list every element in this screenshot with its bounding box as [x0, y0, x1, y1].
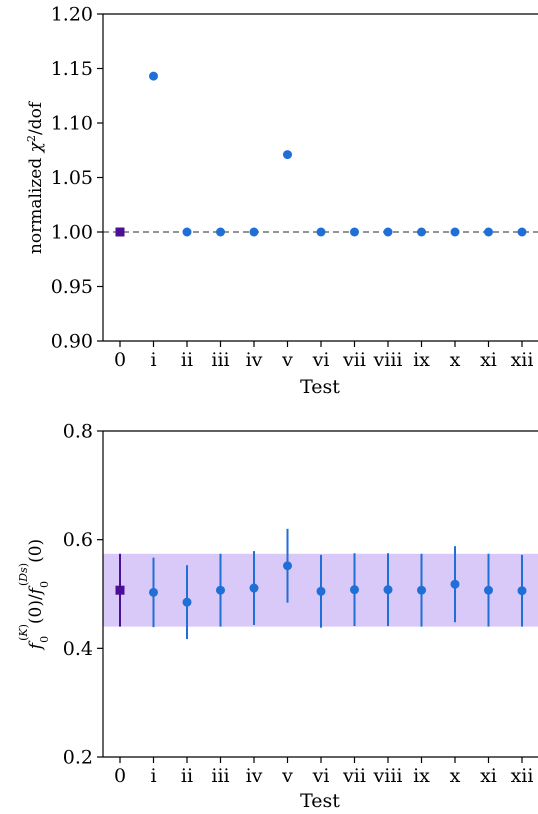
x-tick-label: viii: [373, 349, 403, 371]
data-point: [216, 227, 225, 237]
x-axis-label: Test: [300, 376, 340, 398]
data-point: [417, 585, 426, 595]
data-point: [249, 583, 259, 593]
data-point: [316, 227, 326, 237]
data-point: [182, 597, 192, 607]
x-tick-label: vii: [342, 765, 366, 787]
x-tick-label: iii: [211, 765, 229, 787]
x-tick-label: xi: [480, 349, 497, 371]
x-tick-label: 0: [114, 765, 126, 787]
ratio-axes: 0.20.40.60.80 i ii iii iv v vi vii viii ix x xi xii: [63, 421, 538, 787]
data-point: [283, 561, 292, 571]
x-tick-label: ix: [413, 349, 430, 371]
ratio-data-layer: [103, 528, 538, 640]
chi2-panel: 0.900.951.001.051.101.151.200 i ii iii iv v vi…: [25, 4, 538, 398]
data-point: [450, 227, 460, 237]
data-point: [383, 227, 393, 237]
data-point: [517, 227, 527, 237]
x-tick-label: vi: [312, 765, 330, 787]
x-tick-label: v: [281, 765, 293, 787]
x-tick-label: iv: [246, 349, 263, 371]
data-point: [484, 585, 493, 595]
x-axis-label: Test: [300, 790, 340, 812]
x-tick-label: ii: [181, 349, 193, 371]
data-point: [383, 585, 393, 595]
data-point: [450, 579, 460, 589]
y-tick-label: 0.6: [63, 529, 93, 551]
x-tick-label: x: [450, 765, 461, 787]
x-tick-label: ii: [181, 765, 193, 787]
x-tick-label: v: [281, 349, 293, 371]
x-tick-label: iii: [211, 349, 229, 371]
x-tick-label: iv: [246, 765, 263, 787]
y-tick-label: 0.8: [63, 421, 93, 443]
x-tick-label: i: [150, 349, 156, 371]
x-tick-label: vii: [342, 349, 366, 371]
y-tick-label: 1.20: [51, 4, 93, 26]
data-point: [316, 586, 326, 596]
chi2-data-layer: [103, 71, 538, 237]
y-tick-label: 0.90: [51, 331, 93, 353]
x-tick-label: xi: [480, 765, 497, 787]
data-point: [249, 227, 259, 237]
data-point: [417, 227, 426, 237]
x-tick-label: viii: [373, 765, 403, 787]
y-tick-label: 1.15: [51, 58, 93, 80]
y-tick-label: 0.95: [51, 276, 93, 298]
y-tick-label: 1.00: [51, 222, 93, 244]
data-point: [350, 585, 359, 595]
data-point: [484, 227, 493, 237]
data-point-square: [115, 227, 125, 237]
x-tick-label: x: [450, 349, 461, 371]
y-tick-label: 1.10: [51, 113, 93, 135]
data-point-square: [115, 585, 125, 595]
data-point: [350, 227, 359, 237]
data-point: [149, 587, 158, 597]
y-tick-label: 0.4: [63, 638, 93, 660]
y-axis-label: normalized χ2/dof: [25, 100, 47, 254]
x-tick-label: i: [150, 765, 156, 787]
x-tick-label: 0: [114, 349, 126, 371]
x-tick-label: xii: [511, 765, 534, 787]
ratio-panel: 0.20.40.60.80 i ii iii iv v vi vii viii ix x xi xii …: [17, 421, 538, 812]
data-point: [517, 586, 527, 596]
x-tick-label: xii: [511, 349, 534, 371]
y-tick-label: 1.05: [51, 167, 93, 189]
y-tick-label: 0.2: [63, 747, 93, 769]
x-tick-label: ix: [413, 765, 430, 787]
y-axis-label: f0(K)(0)/f0(Ds)(0): [17, 539, 51, 651]
x-tick-label: vi: [312, 349, 330, 371]
data-point: [283, 150, 292, 160]
plot-area: [103, 14, 538, 341]
data-point: [149, 71, 158, 81]
chi2-axes: 0.900.951.001.051.101.151.200 i ii iii iv v vi…: [51, 4, 538, 371]
data-point: [216, 585, 225, 595]
data-point: [182, 227, 192, 237]
